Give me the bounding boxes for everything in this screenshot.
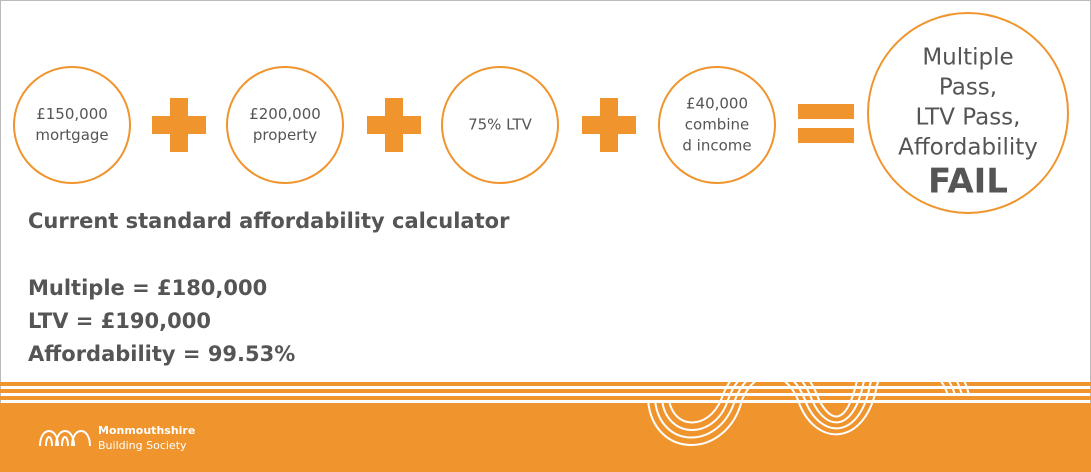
input-label: £200,000	[249, 105, 321, 123]
input-label: mortgage	[35, 126, 108, 144]
logo-name: Monmouthshire	[98, 424, 195, 437]
input-label: property	[253, 126, 317, 144]
input-label: d income	[682, 137, 751, 155]
verdict: FAIL	[928, 162, 1008, 202]
slide: £150,000 mortgage £200,000 property 75% LTV £…	[0, 0, 1091, 472]
result-label: Multiple	[922, 45, 1013, 71]
input-label: combine	[685, 116, 749, 134]
input-label: £40,000	[686, 95, 748, 113]
result-line: Affordability = 99.53%	[28, 342, 295, 366]
input-label: 75% LTV	[468, 116, 533, 134]
result-label: LTV Pass,	[916, 105, 1021, 131]
input-label: £150,000	[36, 105, 108, 123]
logo-subtitle: Building Society	[98, 439, 187, 452]
result-line: LTV = £190,000	[28, 309, 211, 333]
result-line: Multiple = £180,000	[28, 276, 267, 300]
heading: Current standard affordability calculato…	[28, 209, 510, 233]
result-label: Pass,	[939, 75, 997, 101]
result-label: Affordability	[898, 135, 1038, 161]
frame	[1, 1, 1091, 472]
